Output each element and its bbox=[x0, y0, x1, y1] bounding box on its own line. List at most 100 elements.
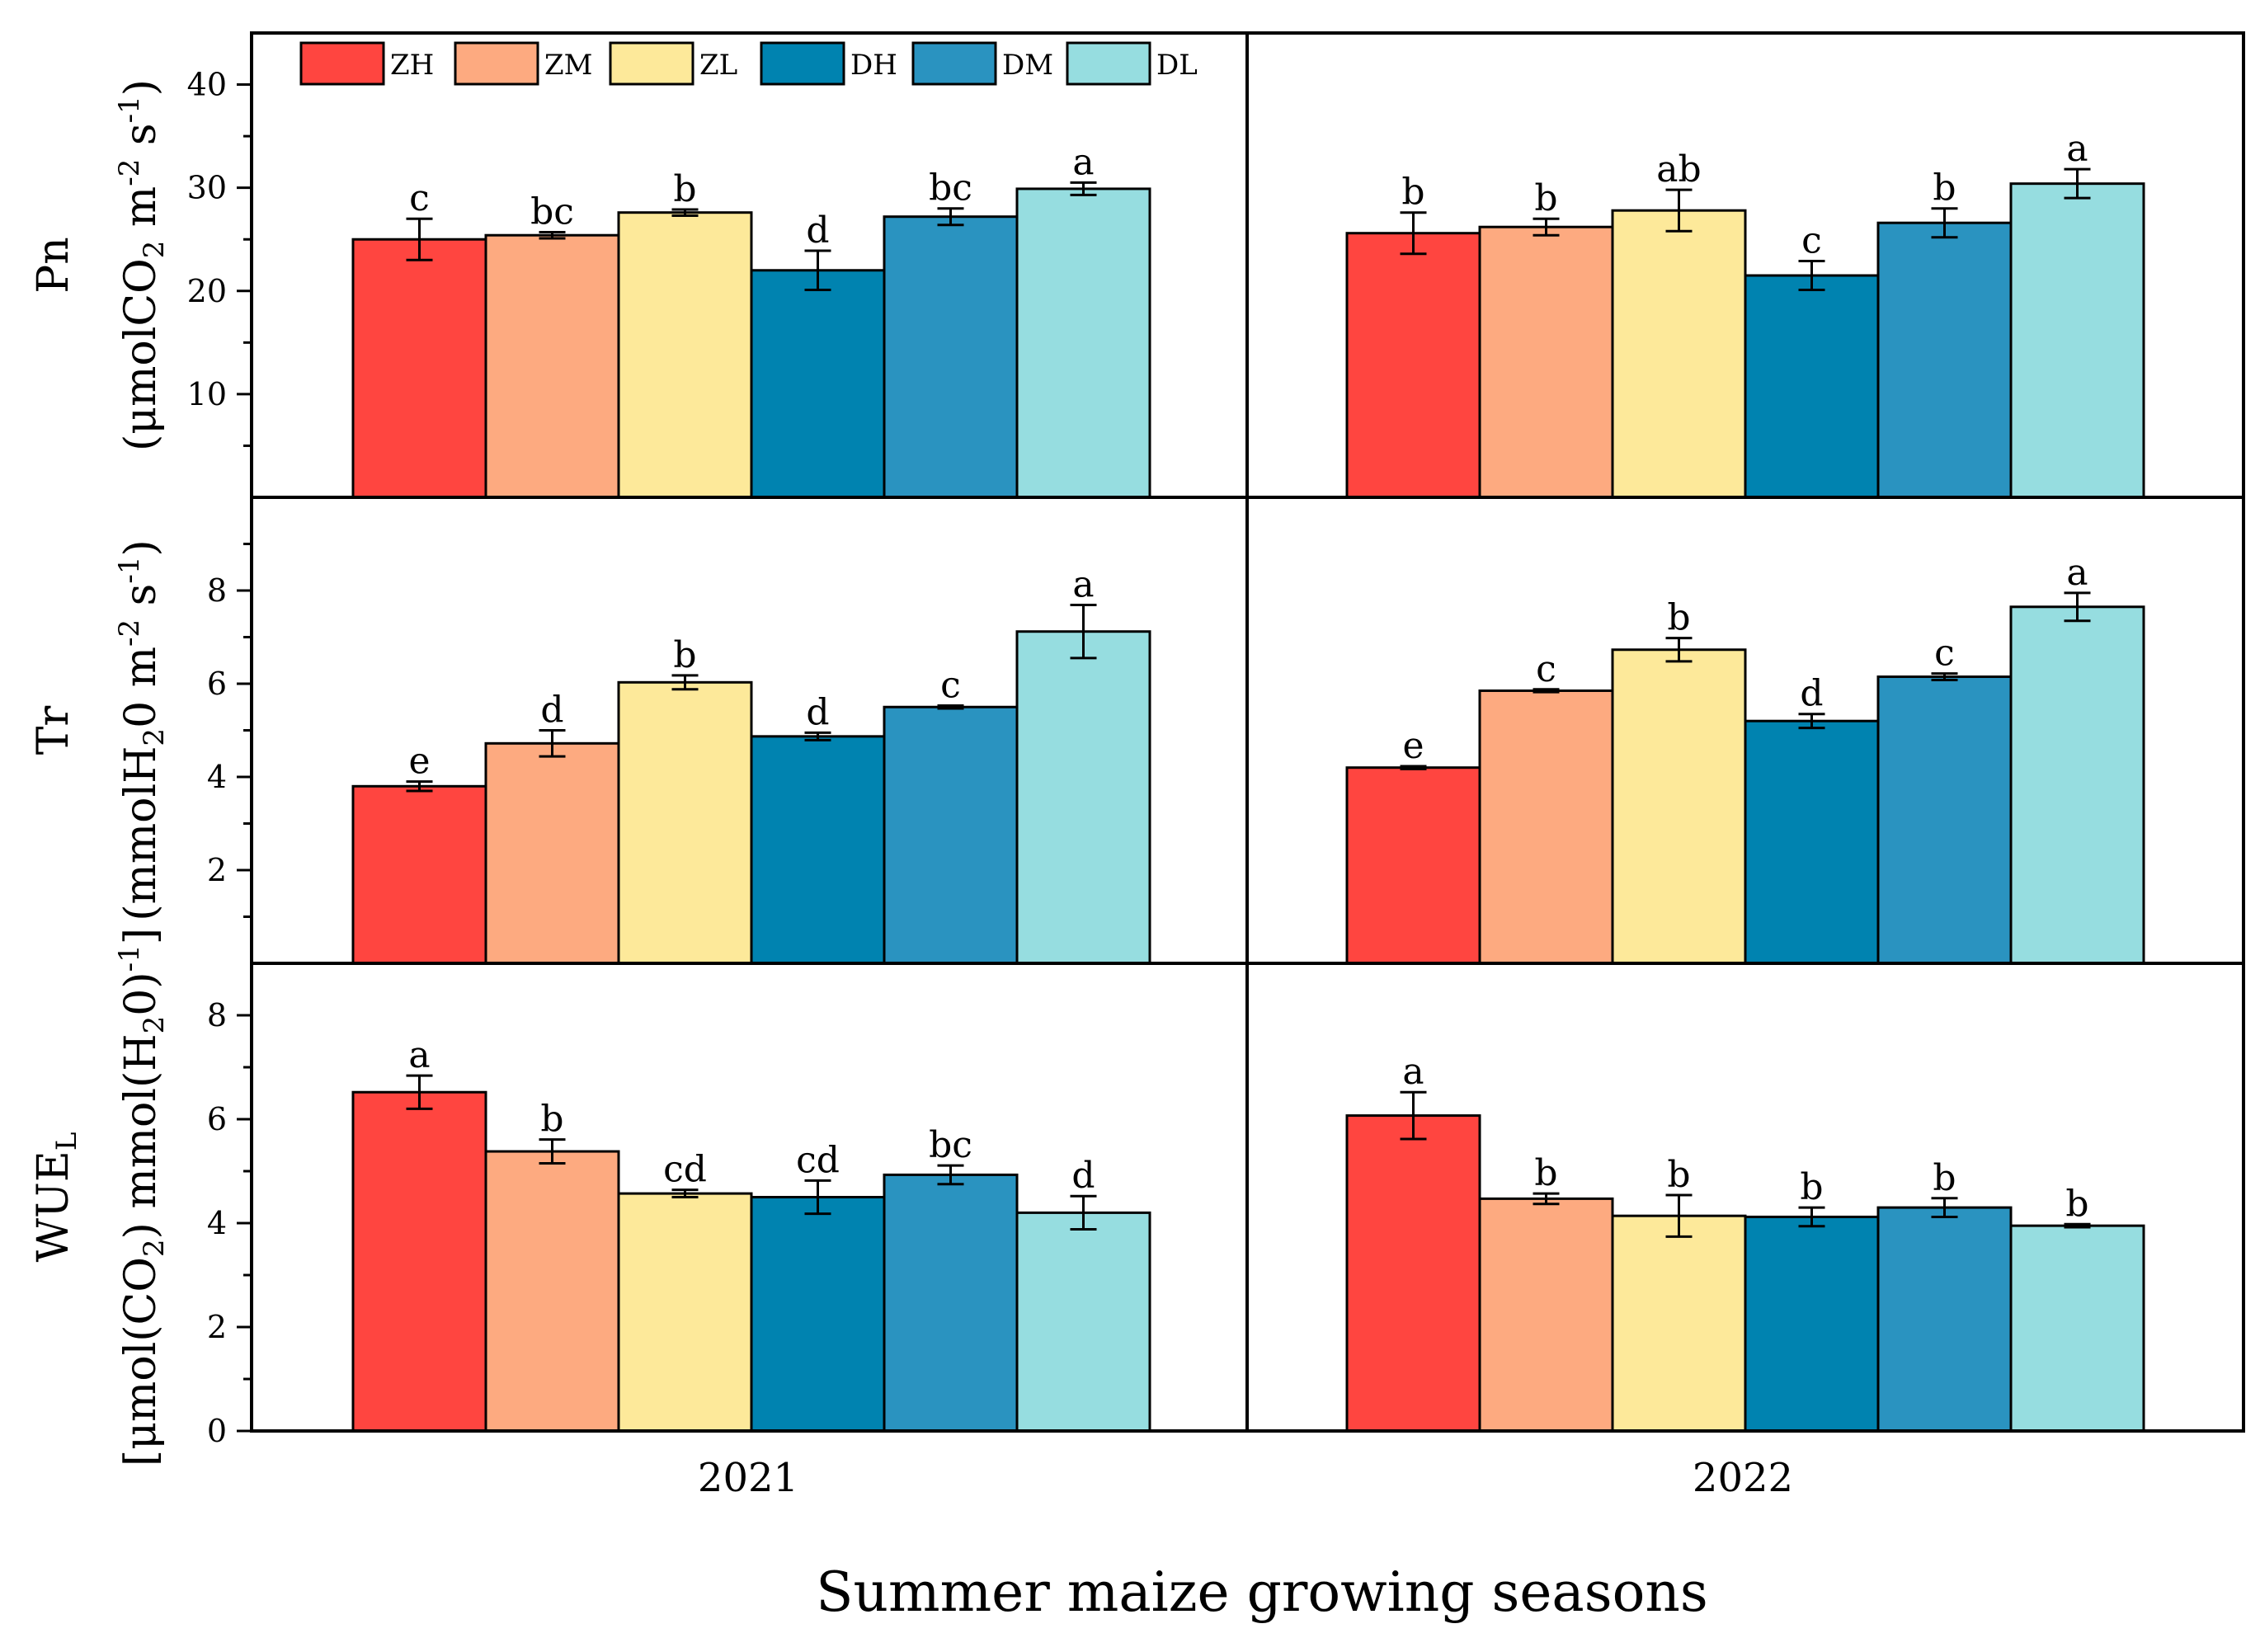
y-tick-label-tr-4: 4 bbox=[207, 759, 227, 795]
error-bar-wue-2022-DM bbox=[1931, 1197, 1958, 1218]
sig-letter-wue-2021-DL: d bbox=[1071, 1155, 1095, 1197]
bar-wue-2022-ZH bbox=[1345, 1114, 1481, 1433]
y-axis-unit-tr: (mmolH20 m-2 s-1) bbox=[113, 539, 171, 921]
x-axis-title: Summer maize growing seasons bbox=[816, 1560, 1707, 1624]
sig-letter-wue-2021-ZH: a bbox=[408, 1034, 430, 1076]
bar-wue-2021-ZH bbox=[351, 1090, 487, 1433]
y-axis-title-tr: Tr bbox=[29, 706, 78, 755]
bar-wue-2021-ZL bbox=[617, 1192, 753, 1433]
bar-pn-2022-DH bbox=[1744, 274, 1880, 499]
sig-letter-wue-2021-DM: bc bbox=[929, 1124, 972, 1166]
error-bar-wue-2021-ZM bbox=[539, 1138, 566, 1165]
y-tick-label-wue-8: 8 bbox=[207, 997, 227, 1033]
legend-swatch-DL bbox=[1066, 41, 1151, 86]
error-bar-pn-2022-ZM bbox=[1533, 217, 1560, 237]
bar-tr-2021-DM bbox=[883, 705, 1019, 965]
sig-letter-tr-2022-ZL: b bbox=[1667, 597, 1690, 639]
bars-layer bbox=[351, 182, 2145, 1433]
bar-pn-2022-DL bbox=[2009, 182, 2145, 499]
error-bar-pn-2022-ZH bbox=[1400, 211, 1427, 256]
sig-letter-tr-2021-DH: d bbox=[806, 691, 829, 733]
legend-label-DL: DL bbox=[1156, 49, 1198, 82]
sig-letter-tr-2021-ZH: e bbox=[408, 741, 430, 783]
legend-entry-ZH: ZH bbox=[299, 41, 434, 86]
bar-tr-2022-DH bbox=[1744, 719, 1880, 965]
error-bar-tr-2022-DL bbox=[2064, 591, 2091, 623]
error-bar-tr-2022-DH bbox=[1798, 713, 1825, 730]
sig-letter-wue-2022-DH: b bbox=[1800, 1166, 1823, 1208]
sig-letter-pn-2022-DL: a bbox=[2066, 128, 2088, 170]
error-bar-pn-2021-DH bbox=[804, 249, 831, 292]
legend-label-DH: DH bbox=[850, 49, 897, 82]
y-tick-label-pn-10: 10 bbox=[187, 376, 227, 412]
legend-swatch-ZH bbox=[299, 41, 385, 86]
bar-pn-2021-DH bbox=[750, 269, 886, 499]
sig-letter-pn-2022-ZL: ab bbox=[1656, 148, 1701, 191]
error-bar-pn-2021-DL bbox=[1070, 181, 1097, 196]
bar-wue-2022-DH bbox=[1744, 1215, 1880, 1433]
sig-letter-pn-2021-DM: bc bbox=[929, 167, 972, 209]
error-bar-wue-2021-DL bbox=[1070, 1194, 1097, 1231]
bar-pn-2021-DM bbox=[883, 215, 1019, 499]
sig-letter-tr-2022-DM: c bbox=[1934, 633, 1955, 675]
error-bar-tr-2022-ZM bbox=[1533, 688, 1560, 694]
error-bar-pn-2021-DM bbox=[937, 207, 964, 227]
legend-entry-ZL: ZL bbox=[609, 41, 737, 86]
bar-wue-2022-DM bbox=[1876, 1206, 2013, 1433]
bar-pn-2022-DM bbox=[1876, 221, 2013, 499]
legend-swatch-DM bbox=[911, 41, 997, 86]
y-axis-title-wue: WUEL bbox=[29, 1132, 83, 1263]
error-bar-tr-2021-ZH bbox=[406, 780, 433, 793]
legend-swatch-ZL bbox=[609, 41, 694, 86]
bar-wue-2022-ZL bbox=[1611, 1214, 1747, 1433]
sig-letter-pn-2021-DL: a bbox=[1072, 141, 1094, 183]
sig-letter-pn-2022-DM: b bbox=[1933, 167, 1956, 209]
bar-pn-2021-ZH bbox=[351, 238, 487, 499]
y-axis-unit-wue: [μmol(CO2) mmol(H20)-1] bbox=[113, 928, 171, 1466]
bar-pn-2022-ZM bbox=[1478, 225, 1614, 499]
sig-letter-wue-2022-ZL: b bbox=[1667, 1154, 1690, 1196]
sig-letter-pn-2022-ZH: b bbox=[1401, 172, 1424, 214]
error-bar-wue-2021-DM bbox=[937, 1164, 964, 1186]
error-bar-wue-2021-DH bbox=[804, 1179, 831, 1216]
bar-tr-2022-DM bbox=[1876, 675, 2013, 965]
y-axis-titles-layer: Pn (μmolCO2 m-2 s-1) Tr (mmolH20 m-2 s-1) WU… bbox=[29, 79, 171, 1466]
bar-wue-2022-DL bbox=[2009, 1224, 2145, 1433]
error-bar-tr-2021-DL bbox=[1070, 604, 1097, 660]
sig-letter-tr-2022-DL: a bbox=[2066, 552, 2088, 594]
sig-letter-wue-2021-ZL: cd bbox=[663, 1149, 707, 1191]
bar-wue-2021-ZM bbox=[484, 1150, 620, 1433]
sig-letter-wue-2022-DL: b bbox=[2065, 1183, 2088, 1225]
bar-tr-2022-ZM bbox=[1478, 689, 1614, 965]
error-bar-pn-2022-ZL bbox=[1665, 188, 1693, 233]
bar-pn-2022-ZL bbox=[1611, 209, 1747, 499]
legend-entry-DM: DM bbox=[911, 41, 1053, 86]
bar-wue-2021-DL bbox=[1015, 1211, 1151, 1433]
sig-letter-wue-2022-DM: b bbox=[1933, 1157, 1956, 1199]
bar-tr-2021-ZL bbox=[617, 680, 753, 965]
error-bar-pn-2022-DH bbox=[1798, 259, 1825, 292]
error-bar-wue-2021-ZH bbox=[406, 1074, 433, 1110]
bar-pn-2021-DL bbox=[1015, 187, 1151, 499]
legend-label-ZM: ZM bbox=[544, 49, 592, 82]
sig-letter-tr-2021-DL: a bbox=[1072, 564, 1094, 606]
bar-tr-2021-ZM bbox=[484, 741, 620, 965]
sig-letter-wue-2022-ZM: b bbox=[1534, 1152, 1557, 1194]
bar-wue-2021-DM bbox=[883, 1173, 1019, 1433]
error-bar-pn-2021-ZM bbox=[539, 230, 566, 240]
legend-entry-ZM: ZM bbox=[454, 41, 592, 86]
x-category-label-2022: 2022 bbox=[1693, 1455, 1793, 1501]
sig-letter-tr-2021-ZM: d bbox=[540, 690, 563, 732]
sig-letter-wue-2021-ZM: b bbox=[540, 1099, 563, 1141]
error-bar-wue-2022-ZH bbox=[1400, 1090, 1427, 1141]
y-axis-title-pn: Pn bbox=[29, 237, 78, 293]
error-bar-pn-2022-DM bbox=[1931, 207, 1958, 239]
y-tick-label-pn-30: 30 bbox=[187, 170, 227, 206]
error-bar-tr-2022-ZL bbox=[1665, 637, 1693, 663]
bar-tr-2022-DL bbox=[2009, 605, 2145, 965]
error-bar-wue-2022-ZL bbox=[1665, 1193, 1693, 1238]
sig-letter-tr-2021-DM: c bbox=[940, 665, 961, 707]
y-tick-label-wue-0: 0 bbox=[207, 1413, 227, 1449]
